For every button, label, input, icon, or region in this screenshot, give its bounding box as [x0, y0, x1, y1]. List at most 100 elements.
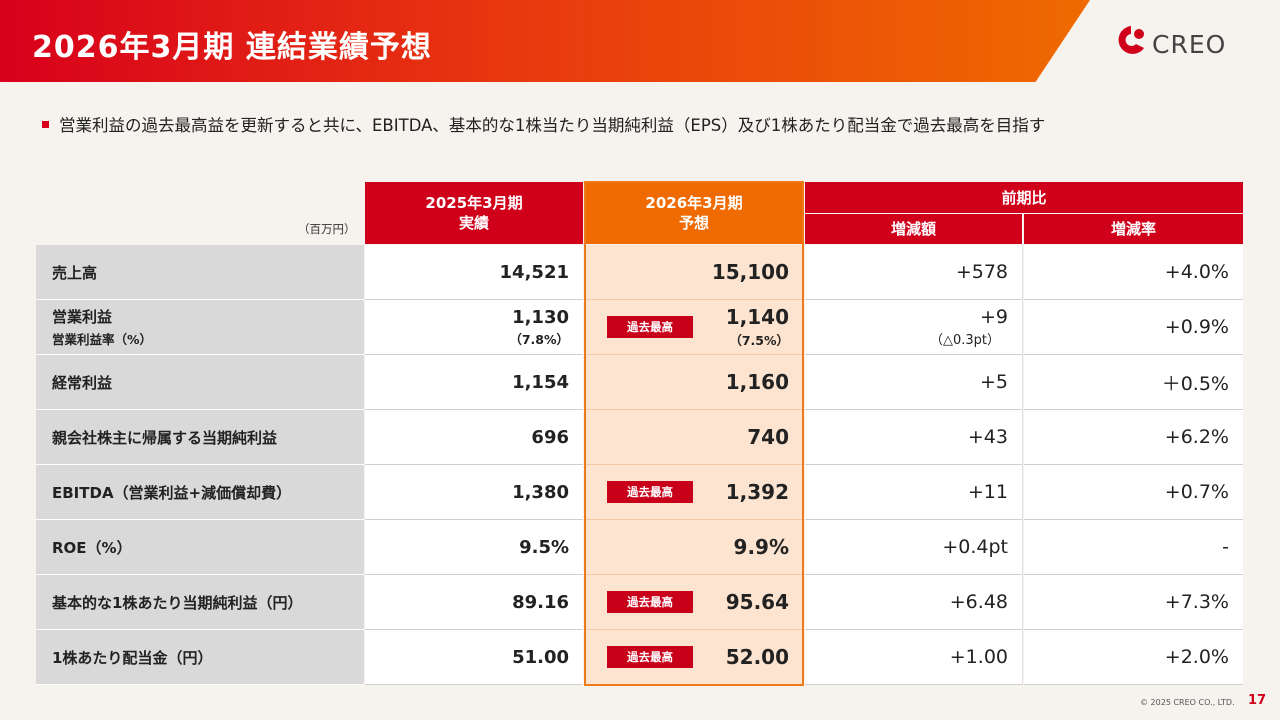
actual-value-cell: 696 — [365, 410, 583, 465]
rate-value: ＋0.5% — [1161, 372, 1229, 395]
actual-value: 1,154 — [512, 371, 569, 393]
header-diff: 増減額 — [805, 214, 1023, 244]
rate-value-cell: +0.7% — [1024, 465, 1243, 520]
actual-value: 51.00 — [512, 646, 569, 668]
actual-value: 696 — [531, 426, 569, 448]
logo-wordmark: CREO — [1152, 30, 1227, 59]
actual-value-cell: 1,154 — [365, 355, 583, 410]
forecast-margin: （7.5%） — [729, 333, 789, 348]
row-label-text: EBITDA（営業利益+減価償却費） — [52, 483, 292, 502]
copyright: © 2025 CREO CO., LTD. — [1140, 698, 1235, 707]
forecast-value-cell: 9.9% — [585, 520, 803, 575]
rate-value-cell: +0.9% — [1024, 300, 1243, 355]
row-label-text: 売上高 — [52, 263, 98, 282]
actual-value-cell: 1,130 （7.8%） — [365, 300, 583, 355]
rate-value: +7.3% — [1164, 591, 1229, 613]
row-label: 基本的な1株あたり当期純利益（円） — [36, 575, 364, 630]
row-label: 1株あたり配当金（円） — [36, 630, 364, 685]
actual-value: 1,380 — [512, 481, 569, 503]
actual-value: 14,521 — [499, 261, 569, 283]
row-label: 親会社株主に帰属する当期純利益 — [36, 410, 364, 465]
row-label-text: 経常利益 — [52, 373, 113, 392]
row-label-text: 親会社株主に帰属する当期純利益 — [52, 428, 278, 447]
diff-value: +5 — [979, 371, 1008, 393]
rate-value-cell: ＋0.5% — [1024, 355, 1243, 410]
row-label: EBITDA（営業利益+減価償却費） — [36, 465, 364, 520]
header-actual-type: 実績 — [458, 214, 489, 232]
diff-value: +578 — [955, 261, 1008, 283]
diff-value-cell: +1.00 — [805, 630, 1023, 685]
row-label: 売上高 — [36, 245, 364, 300]
diff-value-cell: +0.4pt — [805, 520, 1023, 575]
rate-value-cell: +7.3% — [1024, 575, 1243, 630]
forecast-value: 15,100 — [711, 260, 789, 284]
page-title: 2026年3月期 連結業績予想 — [32, 30, 432, 65]
header-actual-period: 2025年3月期 — [425, 194, 523, 212]
header-forecast-period: 2026年3月期 — [645, 194, 743, 212]
header-actual: 2025年3月期 実績 — [365, 182, 583, 244]
row-label-text: 1株あたり配当金（円） — [52, 648, 213, 667]
diff-value: +1.00 — [949, 646, 1008, 668]
rate-value: +4.0% — [1164, 261, 1229, 283]
rate-value-cell: - — [1024, 520, 1243, 575]
diff-value: +6.48 — [949, 591, 1008, 613]
header-forecast: 2026年3月期 予想 — [585, 182, 803, 244]
forecast-value: 9.9% — [733, 535, 789, 559]
forecast-value-cell: 過去最高 1,140 （7.5%） — [585, 300, 803, 355]
row-label-text: ROE（%） — [52, 538, 132, 557]
rate-value-cell: +4.0% — [1024, 245, 1243, 300]
company-logo: CREO — [1114, 24, 1244, 64]
actual-value: 9.5% — [519, 536, 569, 558]
forecast-value: 1,160 — [725, 370, 789, 394]
header-rate: 増減率 — [1024, 214, 1243, 244]
actual-value: 1,130 — [512, 306, 569, 328]
record-high-badge: 過去最高 — [607, 645, 693, 668]
diff-value: +43 — [967, 426, 1008, 448]
row-label-text: 営業利益 — [52, 308, 113, 326]
record-high-badge: 過去最高 — [607, 480, 693, 503]
actual-value-cell: 89.16 — [365, 575, 583, 630]
forecast-value-cell: 過去最高 1,392 — [585, 465, 803, 520]
rate-value-cell: +2.0% — [1024, 630, 1243, 685]
diff-value-cell: +578 — [805, 245, 1023, 300]
forecast-value-cell: 過去最高 52.00 — [585, 630, 803, 685]
forecast-value-cell: 15,100 — [585, 245, 803, 300]
bullet-icon — [42, 121, 49, 128]
actual-value-cell: 9.5% — [365, 520, 583, 575]
row-label: ROE（%） — [36, 520, 364, 575]
diff-value-cell: +43 — [805, 410, 1023, 465]
header-forecast-type: 予想 — [678, 214, 709, 232]
diff-value: +0.4pt — [942, 536, 1008, 558]
forecast-value: 740 — [747, 425, 789, 449]
forecast-value: 95.64 — [725, 590, 789, 614]
actual-value-cell: 14,521 — [365, 245, 583, 300]
forecast-value-cell: 1,160 — [585, 355, 803, 410]
record-high-badge: 過去最高 — [607, 590, 693, 613]
forecast-value: 1,392 — [725, 480, 789, 504]
lead-statement: 営業利益の過去最高益を更新すると共に、EBITDA、基本的な1株当たり当期純利益… — [42, 112, 1045, 136]
diff-value-cell: +6.48 — [805, 575, 1023, 630]
rate-value: +0.9% — [1164, 316, 1229, 338]
rate-value: +2.0% — [1164, 646, 1229, 668]
header-band — [0, 0, 1090, 82]
record-high-badge: 過去最高 — [607, 315, 693, 338]
unit-label: （百万円） — [298, 222, 356, 236]
actual-value-cell: 1,380 — [365, 465, 583, 520]
forecast-value: 1,140 — [725, 305, 789, 329]
creo-logo-icon — [1118, 26, 1144, 54]
forecast-value-cell: 過去最高 95.64 — [585, 575, 803, 630]
actual-value-cell: 51.00 — [365, 630, 583, 685]
forecast-value: 52.00 — [725, 645, 789, 669]
row-label-text: 基本的な1株あたり当期純利益（円） — [52, 593, 303, 612]
diff-value-cell: +5 — [805, 355, 1023, 410]
diff-value-cell: +11 — [805, 465, 1023, 520]
diff-value: +9 — [979, 306, 1008, 328]
actual-value: 89.16 — [512, 591, 569, 613]
row-label: 営業利益営業利益率（%） — [36, 300, 364, 355]
row-label-subtext: 営業利益率（%） — [52, 332, 153, 347]
diff-margin-change: （△0.3pt） — [929, 333, 1000, 348]
rate-value: - — [1222, 536, 1229, 558]
actual-margin: （7.8%） — [509, 331, 569, 347]
rate-value: +6.2% — [1164, 426, 1229, 448]
diff-value-cell: +9 （△0.3pt） — [805, 300, 1023, 355]
